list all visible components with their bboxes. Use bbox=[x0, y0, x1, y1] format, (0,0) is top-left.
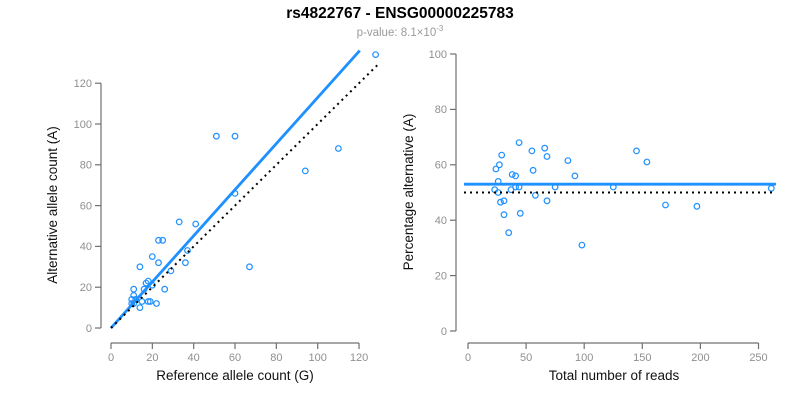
data-point bbox=[662, 201, 669, 209]
y-tick-label: 80 bbox=[435, 104, 447, 116]
data-point bbox=[130, 285, 138, 293]
data-point bbox=[146, 298, 154, 305]
y-tick-label: 40 bbox=[80, 241, 92, 253]
y-tick-label: 20 bbox=[435, 270, 447, 282]
data-point bbox=[500, 211, 508, 219]
data-point bbox=[184, 247, 191, 254]
y-tick-label: 0 bbox=[86, 323, 92, 335]
data-point bbox=[515, 139, 523, 147]
data-point bbox=[142, 279, 150, 287]
data-point bbox=[497, 198, 504, 206]
x-tick-label: 60 bbox=[229, 352, 241, 364]
data-point bbox=[578, 241, 586, 249]
chart-title: rs4822767 - ENSG00000225783 bbox=[286, 5, 514, 22]
data-point bbox=[144, 277, 152, 285]
data-point bbox=[492, 165, 500, 173]
data-point bbox=[335, 145, 342, 152]
y-tick-label: 20 bbox=[80, 282, 92, 294]
data-point bbox=[192, 220, 200, 228]
data-point bbox=[138, 298, 146, 305]
x-tick-label: 120 bbox=[350, 352, 368, 364]
data-point bbox=[175, 218, 183, 226]
data-point bbox=[155, 259, 162, 267]
data-point bbox=[148, 253, 156, 261]
data-point bbox=[516, 209, 524, 217]
data-point bbox=[633, 147, 640, 155]
data-point bbox=[181, 259, 189, 267]
data-point bbox=[512, 172, 519, 180]
pvalue-exponent: -3 bbox=[436, 24, 444, 33]
left-scatter-panel: 0 20 40 60 80 100 120 0 20 40 60 80 100 120 bbox=[74, 49, 381, 364]
data-point bbox=[528, 147, 536, 155]
data-point bbox=[500, 197, 508, 205]
data-point bbox=[155, 236, 162, 244]
data-point bbox=[246, 263, 253, 271]
left-x-axis-title: Reference allele count (G) bbox=[156, 368, 314, 383]
y-tick-label: 40 bbox=[435, 215, 447, 227]
y-tick-label: 100 bbox=[74, 119, 92, 131]
data-point bbox=[136, 263, 144, 271]
data-point bbox=[153, 300, 160, 307]
x-tick-label: 50 bbox=[520, 352, 532, 364]
data-point bbox=[643, 158, 651, 166]
right-x-axis-title: Total number of reads bbox=[549, 368, 680, 383]
data-point bbox=[571, 172, 579, 180]
data-point bbox=[159, 236, 167, 244]
y-tick-label: 100 bbox=[429, 49, 447, 61]
data-point bbox=[541, 144, 549, 152]
x-tick-label: 40 bbox=[188, 352, 200, 364]
data-point bbox=[564, 157, 572, 165]
y-tick-label: 60 bbox=[80, 200, 92, 212]
x-tick-label: 250 bbox=[749, 352, 767, 364]
data-point bbox=[301, 167, 309, 175]
data-point bbox=[212, 132, 220, 140]
data-point bbox=[136, 304, 144, 312]
x-tick-label: 0 bbox=[465, 352, 471, 364]
data-point bbox=[231, 132, 239, 140]
y-tick-label: 0 bbox=[441, 326, 447, 338]
right-y-axis-title: Percentage alternative (A) bbox=[401, 114, 416, 271]
data-point bbox=[693, 202, 701, 210]
right-scatter-panel: 0 20 40 60 80 100 0 50 100 150 200 250 bbox=[429, 49, 776, 364]
x-tick-label: 80 bbox=[270, 352, 282, 364]
data-point bbox=[498, 151, 506, 159]
identity-line bbox=[110, 62, 381, 329]
data-point bbox=[505, 229, 513, 237]
data-point bbox=[372, 51, 380, 58]
x-tick-label: 100 bbox=[309, 352, 327, 364]
data-point bbox=[496, 161, 503, 169]
data-point bbox=[532, 191, 539, 199]
y-tick-label: 80 bbox=[80, 160, 92, 172]
data-point bbox=[767, 184, 775, 192]
y-tick-label: 120 bbox=[74, 78, 92, 90]
x-tick-label: 200 bbox=[691, 352, 709, 364]
x-tick-label: 100 bbox=[575, 352, 593, 364]
x-tick-label: 0 bbox=[108, 352, 114, 364]
x-tick-label: 150 bbox=[633, 352, 651, 364]
y-tick-label: 60 bbox=[435, 160, 447, 172]
data-point bbox=[543, 153, 551, 160]
data-point bbox=[161, 285, 169, 293]
fitted-line bbox=[109, 49, 361, 329]
left-y-axis-title: Alternative allele count (A) bbox=[45, 126, 60, 284]
x-tick-label: 20 bbox=[146, 352, 158, 364]
data-point bbox=[128, 296, 136, 303]
data-point bbox=[529, 166, 537, 174]
data-point bbox=[543, 197, 551, 205]
chart-subtitle: p-value: 8.1×10-3 bbox=[0, 24, 800, 39]
data-point bbox=[508, 171, 516, 178]
pvalue-text: p-value: 8.1×10 bbox=[356, 26, 437, 39]
